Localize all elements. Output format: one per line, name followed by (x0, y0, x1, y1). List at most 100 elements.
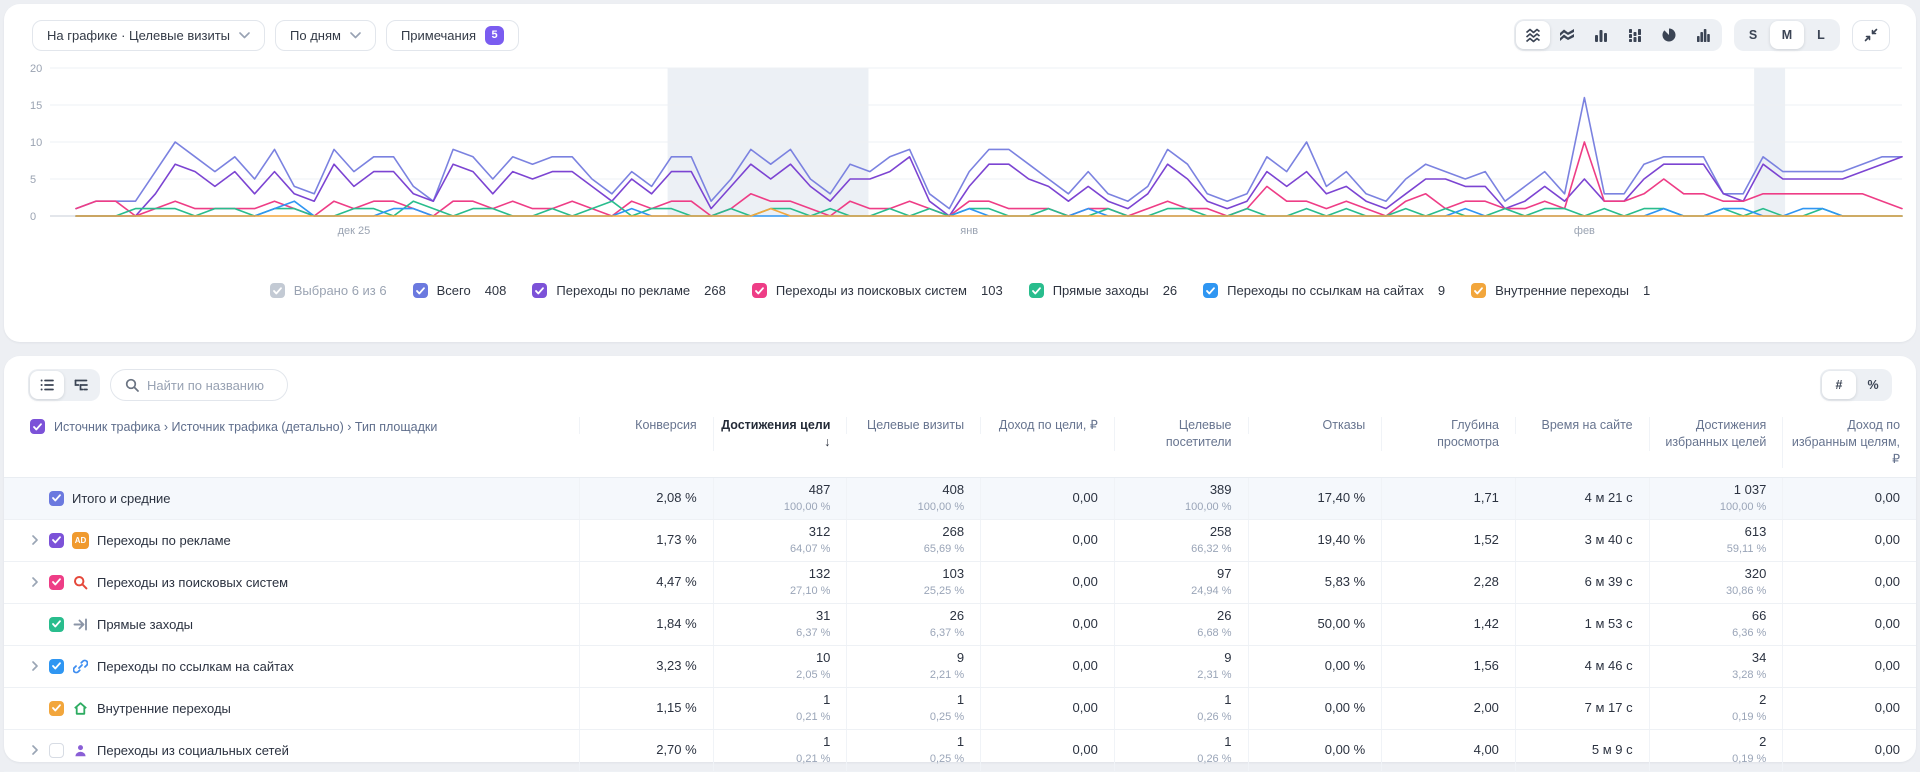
legend-item-value: 26 (1163, 283, 1177, 298)
metric-cell: 4 м 46 с (1515, 646, 1649, 687)
legend-item-checkbox[interactable] (413, 283, 428, 298)
collapse-chart-button[interactable] (1852, 20, 1890, 51)
row-label[interactable]: Переходы из социальных сетей (97, 743, 289, 758)
row-checkbox[interactable] (49, 701, 64, 716)
column-header[interactable]: Достижения избранных целей (1649, 417, 1783, 451)
chart-type-stacked-bars-button[interactable] (1618, 21, 1652, 49)
size-s-button[interactable]: S (1736, 21, 1770, 49)
legend-all-checkbox[interactable] (270, 283, 285, 298)
legend-item-value: 103 (981, 283, 1003, 298)
metric-cell: 10,26 % (1114, 730, 1248, 771)
column-header[interactable]: Глубина просмотра (1381, 417, 1515, 451)
column-header[interactable]: Конверсия (579, 417, 713, 434)
table-search[interactable] (110, 369, 288, 401)
legend-item-label: Внутренние переходы (1495, 283, 1629, 298)
legend-item-checkbox[interactable] (752, 283, 767, 298)
expand-chevron-icon[interactable] (30, 744, 40, 756)
column-header[interactable]: Время на сайте (1515, 417, 1649, 434)
legend-item-checkbox[interactable] (1029, 283, 1044, 298)
legend-item[interactable]: Всего408 (413, 283, 507, 298)
notes-button-label: Примечания (401, 28, 476, 43)
search-input[interactable] (147, 378, 267, 393)
metric-cell: 1,56 (1381, 646, 1515, 687)
metric-cell: 0,00 (980, 646, 1114, 687)
y-axis-tick: 5 (30, 174, 36, 186)
column-header[interactable]: Отказы (1248, 417, 1382, 434)
metric-cell: 0,00 (1782, 478, 1916, 519)
column-header[interactable]: Достижения цели ↓ (713, 417, 847, 451)
row-label[interactable]: Переходы по рекламе (97, 533, 231, 548)
metric-dropdown[interactable]: На графике · Целевые визиты (32, 20, 265, 51)
y-axis-tick: 20 (30, 63, 42, 75)
metric-cell: 92,31 % (1114, 646, 1248, 687)
tree-list-icon (73, 377, 89, 393)
legend-item-value: 408 (485, 283, 507, 298)
stacked-bar-chart-icon (1627, 27, 1643, 43)
expand-chevron-icon[interactable] (30, 660, 40, 672)
metric-cell: 0,00 (1782, 730, 1916, 771)
dimension-breadcrumb[interactable]: Источник трафика › Источник трафика (дет… (54, 420, 437, 434)
legend-item[interactable]: Переходы по ссылкам на сайтах9 (1203, 283, 1445, 298)
chart-type-lines-button[interactable] (1516, 21, 1550, 49)
metric-cell: 1,73 % (579, 520, 713, 561)
metric-cell: 10,25 % (846, 730, 980, 771)
row-checkbox[interactable] (49, 743, 64, 758)
flat-list-view-button[interactable] (30, 371, 64, 399)
size-m-button[interactable]: M (1770, 21, 1804, 49)
legend-item-checkbox[interactable] (1203, 283, 1218, 298)
row-label[interactable]: Переходы по ссылкам на сайтах (97, 659, 294, 674)
expand-chevron-icon[interactable] (30, 534, 40, 546)
select-all-checkbox[interactable] (30, 419, 45, 434)
chart-type-columns-button[interactable] (1686, 21, 1720, 49)
legend-item[interactable]: Прямые заходы26 (1029, 283, 1177, 298)
table-header-row: Источник трафика › Источник трафика (дет… (4, 417, 1916, 478)
series-line (76, 201, 1902, 216)
legend-item[interactable]: Переходы по рекламе268 (532, 283, 725, 298)
metric-cell: 25866,32 % (1114, 520, 1248, 561)
column-header[interactable]: Целевые визиты (846, 417, 980, 434)
table-row: AD Переходы по рекламе 1,73 %31264,07 %2… (4, 520, 1916, 562)
expand-chevron-icon[interactable] (30, 576, 40, 588)
granularity-dropdown[interactable]: По дням (275, 20, 376, 51)
chart-plot-area[interactable]: 05101520дек 25янвфев (4, 59, 1916, 237)
metric-cell: 20,19 % (1649, 730, 1783, 771)
legend-item[interactable]: Внутренние переходы1 (1471, 283, 1650, 298)
metric-cell: 1,52 (1381, 520, 1515, 561)
row-label[interactable]: Внутренние переходы (97, 701, 231, 716)
row-checkbox[interactable] (49, 659, 64, 674)
column-header[interactable]: Доход по цели, ₽ (980, 417, 1114, 434)
column-header[interactable]: Доход по избранным целям, ₽ (1782, 417, 1916, 468)
metric-cell: 0,00 % (1248, 730, 1382, 771)
granularity-dropdown-label: По дням (290, 28, 341, 43)
metric-cell: 10325,25 % (846, 562, 980, 603)
metric-cell: 7 м 17 с (1515, 688, 1649, 729)
legend-item[interactable]: Переходы из поисковых систем103 (752, 283, 1003, 298)
row-checkbox[interactable] (49, 617, 64, 632)
metric-cell: 3,23 % (579, 646, 713, 687)
row-checkbox[interactable] (49, 533, 64, 548)
legend-item-checkbox[interactable] (532, 283, 547, 298)
tree-list-view-button[interactable] (64, 371, 98, 399)
metric-cell: 0,00 (1782, 688, 1916, 729)
column-header[interactable]: Целевые посетители (1114, 417, 1248, 451)
row-label[interactable]: Переходы из поисковых систем (97, 575, 288, 590)
row-label[interactable]: Прямые заходы (97, 617, 193, 632)
legend-item-checkbox[interactable] (1471, 283, 1486, 298)
line-chart-icon (1525, 27, 1541, 43)
size-l-button[interactable]: L (1804, 21, 1838, 49)
chart-type-pie-button[interactable] (1652, 21, 1686, 49)
link-icon (73, 659, 88, 674)
metric-cell: 4,00 (1381, 730, 1515, 771)
row-checkbox[interactable] (49, 491, 64, 506)
metric-cell: 10,21 % (713, 730, 847, 771)
column-chart-icon (1695, 27, 1711, 43)
metric-cell: 1,84 % (579, 604, 713, 645)
percent-values-button[interactable]: % (1856, 371, 1890, 399)
legend-selected-count[interactable]: Выбрано 6 из 6 (270, 283, 387, 298)
chart-type-stacked-area-button[interactable] (1550, 21, 1584, 49)
row-label[interactable]: Итого и средние (72, 491, 170, 506)
row-checkbox[interactable] (49, 575, 64, 590)
absolute-values-button[interactable]: # (1822, 371, 1856, 399)
chart-type-bars-button[interactable] (1584, 21, 1618, 49)
notes-button[interactable]: Примечания 5 (386, 20, 519, 51)
